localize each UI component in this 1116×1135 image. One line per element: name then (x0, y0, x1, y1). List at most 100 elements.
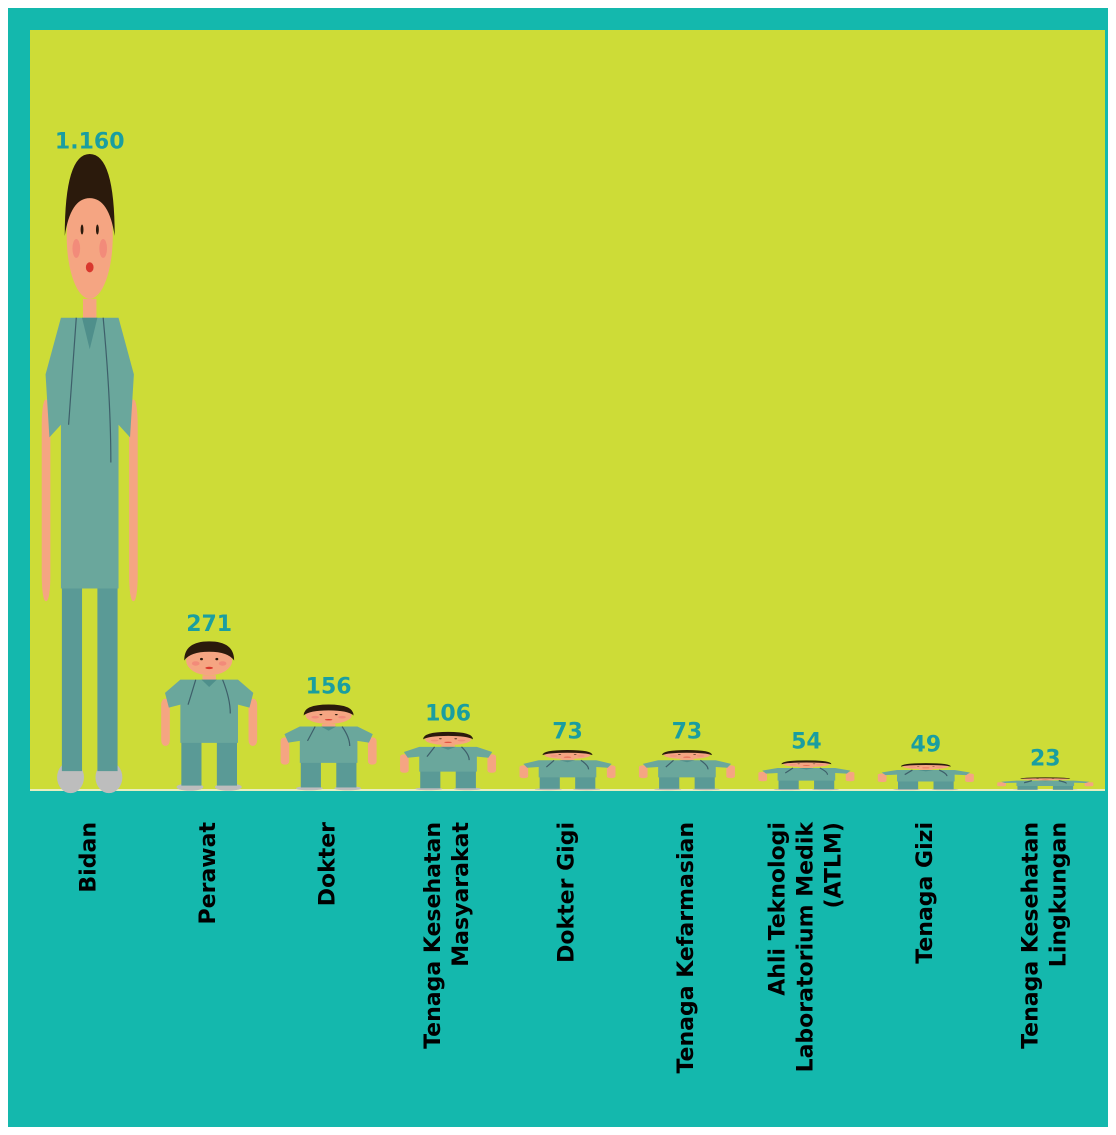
hair (900, 763, 951, 767)
value-label: 1.160 (55, 129, 125, 154)
cheek (669, 755, 678, 757)
stethoscope (666, 760, 708, 769)
eye (95, 224, 99, 235)
cheek (99, 238, 108, 258)
value-label: 23 (1030, 747, 1061, 772)
arm (638, 765, 648, 779)
stethoscope (1024, 781, 1066, 784)
leg (1017, 785, 1038, 790)
cheek (218, 661, 227, 666)
stethoscope (69, 318, 111, 463)
arm (965, 773, 974, 783)
mouth (563, 756, 572, 758)
category-label: Tenaga Kesehatan (1018, 822, 1043, 1049)
collar (201, 679, 217, 688)
pictogram (400, 731, 497, 791)
category-label: Dokter (316, 822, 341, 906)
pictogram (758, 760, 855, 791)
leg (216, 739, 238, 786)
value-label: 73 (672, 719, 703, 744)
head (66, 172, 113, 299)
head (544, 751, 591, 760)
leg (420, 770, 441, 789)
category-label: Tenaga Gizi (913, 822, 938, 964)
arm (367, 737, 377, 765)
head (902, 763, 949, 770)
eye (319, 713, 323, 716)
leg (933, 780, 954, 790)
head (425, 733, 472, 746)
leg (300, 761, 321, 788)
eye (334, 713, 338, 716)
value-label: 73 (552, 719, 583, 744)
value-label: 106 (425, 701, 471, 726)
arm (606, 765, 616, 779)
category-label: (ATLM) (821, 822, 846, 908)
scrubs (45, 317, 134, 589)
arm (248, 698, 258, 746)
arm (726, 765, 735, 779)
cheek (338, 715, 346, 719)
category-label: Bidan (77, 822, 102, 893)
category-label: Perawat (196, 822, 221, 925)
stethoscope (427, 747, 469, 760)
cheek (457, 739, 466, 742)
scrubs (1001, 780, 1090, 787)
pictogram (280, 704, 377, 791)
collar (918, 770, 934, 772)
mouth (683, 756, 691, 758)
leg (1052, 785, 1074, 790)
scrubs (642, 760, 732, 778)
head (783, 761, 830, 768)
hair (781, 760, 832, 765)
leg (97, 575, 118, 772)
arm (487, 754, 497, 773)
hair (184, 641, 235, 661)
scrubs (523, 760, 612, 778)
cheek (935, 766, 944, 768)
collar (440, 746, 456, 750)
pictogram (519, 749, 616, 791)
category-label: Tenaga Kesehatan (421, 822, 446, 1049)
pictogram (41, 153, 138, 794)
category-label: Laboratorium Medik (793, 821, 818, 1073)
collar (82, 317, 98, 350)
scrubs (284, 726, 373, 763)
head (663, 751, 710, 760)
hair (423, 731, 474, 740)
leg (778, 780, 799, 790)
collar (798, 768, 815, 770)
eye (558, 754, 562, 756)
leg (539, 776, 560, 789)
hair (542, 749, 593, 756)
hair (661, 749, 712, 756)
leg (575, 776, 596, 789)
value-label: 54 (791, 730, 822, 755)
head (305, 707, 352, 724)
cheek (696, 755, 705, 757)
scrubs (403, 746, 493, 772)
arm (997, 782, 1006, 787)
cheek (311, 715, 320, 719)
pictogram (877, 763, 974, 791)
arm (161, 698, 170, 746)
stethoscope (188, 680, 230, 714)
eye (80, 224, 84, 235)
cheek (815, 764, 824, 766)
scrubs (762, 768, 851, 781)
stethoscope (307, 726, 349, 745)
collar (679, 760, 695, 763)
leg (455, 770, 476, 789)
pictogram (161, 641, 258, 791)
leg (181, 739, 202, 786)
arm (1084, 782, 1094, 787)
collar (1037, 780, 1053, 782)
leg (61, 575, 83, 772)
pictogram (997, 777, 1094, 791)
hair (1020, 777, 1071, 780)
leg (336, 761, 357, 788)
arm (280, 737, 290, 765)
pictogram (638, 749, 735, 791)
cheek (72, 238, 81, 258)
